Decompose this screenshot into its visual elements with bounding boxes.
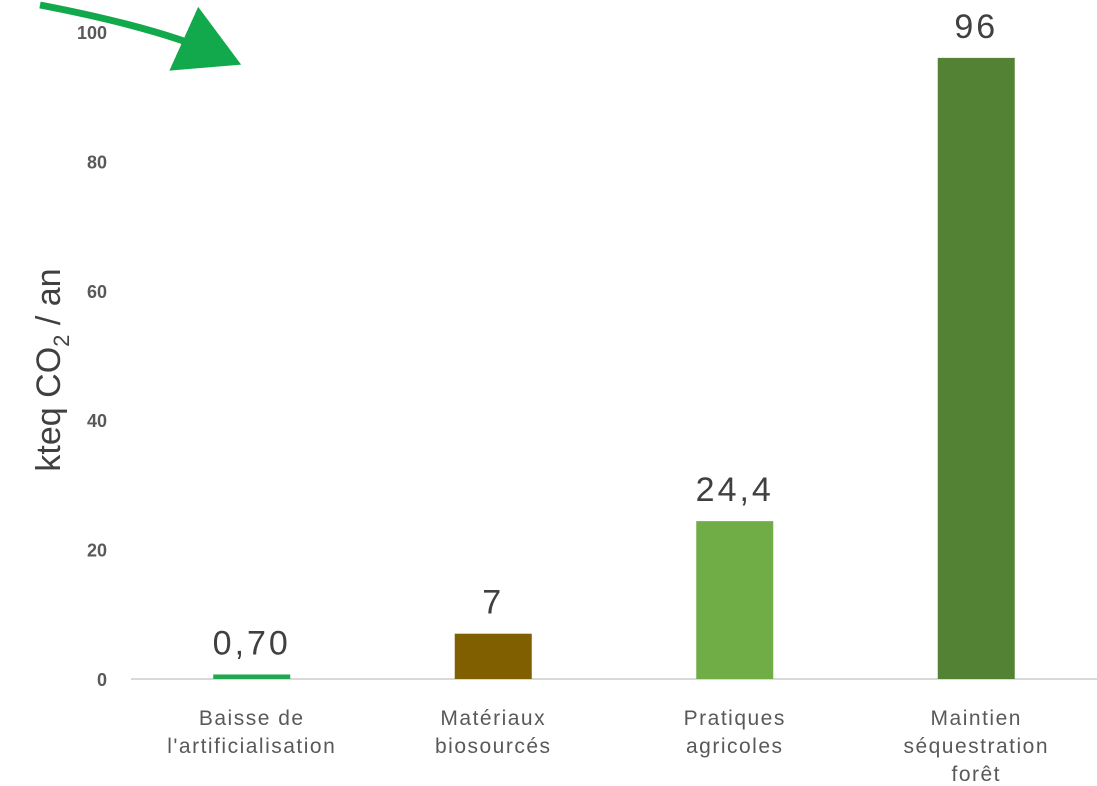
bar	[213, 674, 291, 679]
category-label-line: Baisse de	[199, 707, 305, 730]
data-labels-group: 0,70 7 24,4 96	[213, 8, 998, 663]
bar	[696, 521, 774, 679]
y-tick-label: 40	[87, 411, 107, 431]
category-label-line: l'artificialisation	[167, 735, 336, 758]
y-axis-label-main: kteq CO	[30, 347, 68, 472]
y-axis-label-subscript: 2	[49, 335, 74, 347]
decorative-arrow	[39, 1, 242, 71]
bar	[454, 633, 532, 679]
y-tick-label: 100	[77, 23, 107, 43]
y-tick-label: 0	[97, 670, 107, 690]
category-label-line: Matériaux	[440, 707, 546, 730]
y-tick-label: 60	[87, 282, 107, 302]
y-axis-label-suffix: / an	[30, 268, 68, 334]
bar-value-label: 0,70	[213, 624, 291, 662]
bars-group	[213, 57, 1015, 679]
y-axis-label: kteq CO2 / an	[30, 268, 74, 471]
category-label-line: Pratiques	[684, 707, 786, 730]
category-label-line: forêt	[951, 763, 1001, 786]
bar-value-label: 96	[954, 8, 998, 46]
y-tick-label: 20	[87, 541, 107, 561]
category-labels-group: Baisse de l'artificialisation Matériaux bio…	[167, 707, 1049, 786]
bar	[937, 57, 1015, 679]
y-tick-label: 80	[87, 152, 107, 172]
y-axis-ticks: 0 20 40 60 80 100	[77, 23, 107, 690]
bar-value-label: 24,4	[696, 471, 774, 509]
category-label-line: biosourcés	[435, 735, 552, 758]
bar-value-label: 7	[482, 584, 504, 622]
category-label-line: agricoles	[686, 735, 784, 758]
category-label-line: Maintien	[931, 707, 1022, 730]
category-label-line: séquestration	[903, 735, 1049, 758]
